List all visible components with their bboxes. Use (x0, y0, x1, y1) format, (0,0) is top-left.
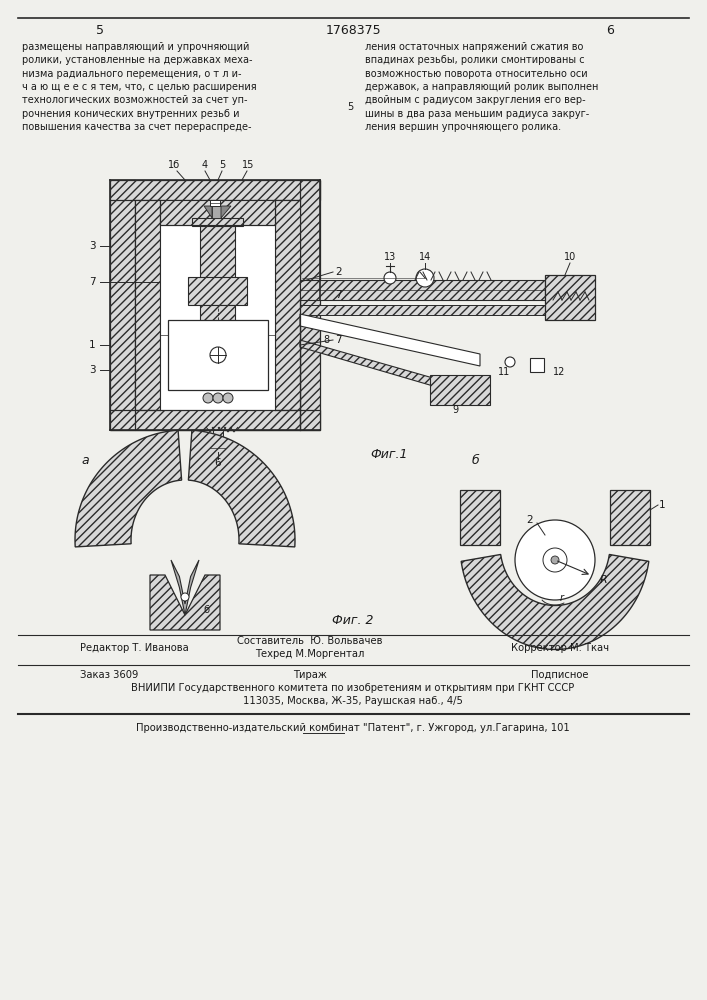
Polygon shape (204, 206, 212, 218)
Text: Производственно-издательский комбинат "Патент", г. Ужгород, ул.Гагарина, 101: Производственно-издательский комбинат "П… (136, 723, 570, 733)
Bar (210, 200, 220, 206)
Polygon shape (300, 280, 545, 300)
Bar (188, 277, 247, 305)
Bar (168, 320, 268, 390)
Text: 2: 2 (335, 267, 341, 277)
Polygon shape (300, 180, 320, 430)
Text: 10: 10 (564, 252, 576, 262)
Bar (200, 225, 235, 280)
Polygon shape (171, 560, 199, 615)
Text: 6: 6 (215, 458, 221, 468)
Polygon shape (460, 490, 500, 545)
Text: 15: 15 (242, 160, 255, 170)
Circle shape (416, 269, 434, 287)
Text: Фиг.1: Фиг.1 (370, 448, 407, 462)
Text: Фиг. 2: Фиг. 2 (332, 613, 374, 626)
Bar (430, 375, 490, 405)
Bar (192, 218, 243, 226)
Circle shape (203, 393, 213, 403)
Text: 2: 2 (527, 515, 533, 525)
Polygon shape (150, 575, 220, 630)
Circle shape (181, 593, 189, 601)
Polygon shape (300, 314, 480, 366)
Text: Редактор Т. Иванова: Редактор Т. Иванова (80, 643, 189, 653)
Bar (200, 305, 235, 335)
Polygon shape (212, 206, 221, 218)
Text: 9: 9 (452, 405, 458, 415)
Bar (530, 358, 544, 372)
Text: 12: 12 (553, 367, 566, 377)
Text: 6: 6 (606, 23, 614, 36)
Text: 5: 5 (219, 160, 225, 170)
Polygon shape (110, 180, 135, 430)
Text: 7: 7 (88, 277, 95, 287)
Polygon shape (110, 410, 320, 430)
Bar (160, 200, 275, 410)
Text: б: б (471, 454, 479, 466)
Polygon shape (75, 430, 182, 547)
Text: Корректор М. Ткач: Корректор М. Ткач (511, 643, 609, 653)
Text: ления остаточных напряжений сжатия во
впадинах резьбы, ролики смонтированы с
воз: ления остаточных напряжений сжатия во вп… (365, 42, 598, 132)
Polygon shape (461, 554, 649, 649)
Circle shape (223, 393, 233, 403)
Polygon shape (610, 490, 650, 545)
Text: 3: 3 (88, 241, 95, 251)
Text: ВНИИПИ Государственного комитета по изобретениям и открытиям при ГКНТ СССР: ВНИИПИ Государственного комитета по изоб… (132, 683, 575, 693)
Text: 5: 5 (96, 23, 104, 36)
Text: Заказ 3609: Заказ 3609 (80, 670, 139, 680)
Text: 1: 1 (659, 500, 665, 510)
Circle shape (551, 556, 559, 564)
Bar (200, 335, 235, 380)
Text: 8: 8 (324, 335, 330, 345)
Polygon shape (135, 200, 160, 410)
Circle shape (543, 548, 567, 572)
Text: Техред М.Моргентал: Техред М.Моргентал (255, 649, 365, 659)
Bar (213, 430, 223, 445)
Polygon shape (300, 305, 565, 315)
Text: б: б (203, 605, 209, 615)
Polygon shape (160, 200, 275, 225)
Text: 11: 11 (498, 367, 510, 377)
Polygon shape (221, 206, 231, 218)
Circle shape (505, 357, 515, 367)
Text: 1: 1 (88, 340, 95, 350)
Circle shape (213, 393, 223, 403)
Text: 13: 13 (384, 252, 396, 262)
Circle shape (515, 520, 595, 600)
Text: 5: 5 (347, 102, 353, 112)
Text: 7: 7 (335, 290, 341, 300)
Polygon shape (275, 200, 300, 410)
Text: размещены направляющий и упрочняющий
ролики, установленные на державках меха-
ни: размещены направляющий и упрочняющий рол… (22, 42, 257, 132)
Text: 3: 3 (88, 365, 95, 375)
Text: Тираж: Тираж (293, 670, 327, 680)
Text: Составитель  Ю. Вольвачев: Составитель Ю. Вольвачев (238, 636, 382, 646)
Polygon shape (135, 410, 300, 430)
Text: r: r (560, 593, 564, 603)
Text: R: R (600, 575, 607, 585)
Polygon shape (110, 180, 320, 200)
Text: 1б: 1б (168, 160, 180, 170)
Polygon shape (188, 430, 295, 547)
Bar (210, 445, 226, 452)
Polygon shape (300, 340, 440, 388)
Text: 1768375: 1768375 (325, 23, 381, 36)
Text: 14: 14 (419, 252, 431, 262)
Bar (160, 335, 275, 410)
Polygon shape (545, 275, 595, 320)
Text: 7: 7 (335, 335, 341, 345)
Text: 113035, Москва, Ж-35, Раушская наб., 4/5: 113035, Москва, Ж-35, Раушская наб., 4/5 (243, 696, 463, 706)
Text: 4: 4 (202, 160, 208, 170)
Text: Подписное: Подписное (531, 670, 589, 680)
Circle shape (210, 347, 226, 363)
Circle shape (384, 272, 396, 284)
Text: а: а (81, 454, 89, 466)
